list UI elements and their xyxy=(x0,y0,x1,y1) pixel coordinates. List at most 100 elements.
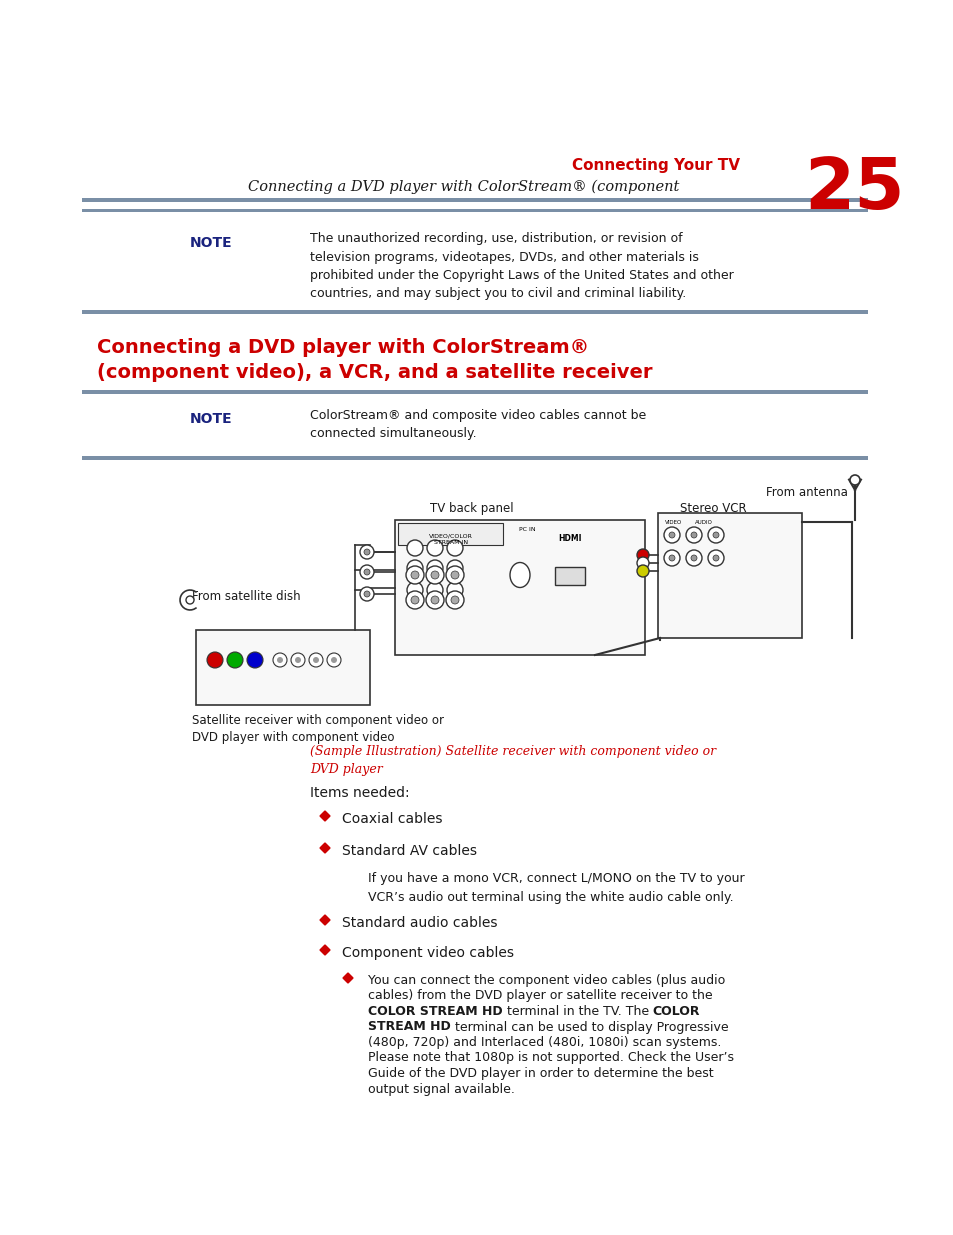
Polygon shape xyxy=(319,844,330,853)
Bar xyxy=(82,209,867,212)
Bar xyxy=(82,390,867,394)
Text: The unauthorized recording, use, distribution, or revision of
television program: The unauthorized recording, use, distrib… xyxy=(310,232,733,300)
Text: output signal available.: output signal available. xyxy=(368,1083,515,1095)
Text: Component video cables: Component video cables xyxy=(341,946,514,960)
Circle shape xyxy=(637,564,648,577)
Circle shape xyxy=(707,550,723,566)
Circle shape xyxy=(637,550,648,561)
Text: (component video), a VCR, and a satellite receiver: (component video), a VCR, and a satellit… xyxy=(97,363,652,382)
Circle shape xyxy=(407,582,422,598)
Text: Stereo VCR: Stereo VCR xyxy=(679,501,746,515)
Bar xyxy=(658,513,801,638)
Circle shape xyxy=(406,592,423,609)
Circle shape xyxy=(364,592,370,597)
Text: AUDIO: AUDIO xyxy=(695,520,712,525)
Circle shape xyxy=(447,559,462,576)
Circle shape xyxy=(426,592,443,609)
Circle shape xyxy=(431,571,438,579)
Text: terminal can be used to display Progressive: terminal can be used to display Progress… xyxy=(450,1020,727,1034)
Text: HDMI: HDMI xyxy=(558,534,581,543)
Circle shape xyxy=(291,653,305,667)
Text: Items needed:: Items needed: xyxy=(310,785,409,800)
Circle shape xyxy=(313,657,318,663)
Circle shape xyxy=(712,555,719,561)
Text: Standard audio cables: Standard audio cables xyxy=(341,916,497,930)
Circle shape xyxy=(431,597,438,604)
Text: Guide of the DVD player in order to determine the best: Guide of the DVD player in order to dete… xyxy=(368,1067,713,1079)
Circle shape xyxy=(327,653,340,667)
Circle shape xyxy=(668,555,675,561)
Text: COLOR: COLOR xyxy=(652,1005,700,1018)
Circle shape xyxy=(447,582,462,598)
Circle shape xyxy=(407,540,422,556)
Circle shape xyxy=(207,652,223,668)
Circle shape xyxy=(663,550,679,566)
Text: If you have a mono VCR, connect L/MONO on the TV to your
VCR’s audio out termina: If you have a mono VCR, connect L/MONO o… xyxy=(368,872,744,904)
Text: From satellite dish: From satellite dish xyxy=(192,590,300,603)
Bar xyxy=(555,567,584,585)
Circle shape xyxy=(451,597,458,604)
Circle shape xyxy=(707,527,723,543)
Text: COLOR STREAM HD: COLOR STREAM HD xyxy=(368,1005,502,1018)
Text: STREAM HD: STREAM HD xyxy=(368,1020,450,1034)
Circle shape xyxy=(294,657,301,663)
Text: NOTE: NOTE xyxy=(190,412,233,426)
Circle shape xyxy=(685,527,701,543)
Text: VIDEO: VIDEO xyxy=(664,520,681,525)
Circle shape xyxy=(427,540,442,556)
Text: TV back panel: TV back panel xyxy=(430,501,514,515)
Text: Please note that 1080p is not supported. Check the User’s: Please note that 1080p is not supported.… xyxy=(368,1051,733,1065)
Text: Connecting a DVD player with ColorStream®: Connecting a DVD player with ColorStream… xyxy=(97,338,589,357)
Bar xyxy=(82,456,867,459)
Circle shape xyxy=(411,597,418,604)
Circle shape xyxy=(364,550,370,555)
Circle shape xyxy=(668,532,675,538)
Circle shape xyxy=(446,566,463,584)
Text: NOTE: NOTE xyxy=(190,236,233,249)
Polygon shape xyxy=(343,973,353,983)
Text: VIDEO/COLOR
STREAM IN: VIDEO/COLOR STREAM IN xyxy=(429,534,473,545)
Circle shape xyxy=(309,653,323,667)
Circle shape xyxy=(451,571,458,579)
Bar xyxy=(395,520,644,655)
Circle shape xyxy=(247,652,263,668)
Text: cables) from the DVD player or satellite receiver to the: cables) from the DVD player or satellite… xyxy=(368,989,712,1003)
Text: From antenna: From antenna xyxy=(765,487,847,499)
Circle shape xyxy=(411,571,418,579)
Text: Coaxial cables: Coaxial cables xyxy=(341,811,442,826)
Circle shape xyxy=(690,532,697,538)
Circle shape xyxy=(359,545,374,559)
Circle shape xyxy=(447,540,462,556)
Circle shape xyxy=(685,550,701,566)
Circle shape xyxy=(406,566,423,584)
Circle shape xyxy=(690,555,697,561)
Bar xyxy=(82,198,867,203)
Circle shape xyxy=(427,582,442,598)
Circle shape xyxy=(407,559,422,576)
Circle shape xyxy=(637,557,648,569)
Circle shape xyxy=(427,559,442,576)
Circle shape xyxy=(712,532,719,538)
Text: Satellite receiver with component video or
DVD player with component video: Satellite receiver with component video … xyxy=(192,714,443,745)
Polygon shape xyxy=(319,811,330,821)
Circle shape xyxy=(446,592,463,609)
Polygon shape xyxy=(319,915,330,925)
Text: ColorStream® and composite video cables cannot be
connected simultaneously.: ColorStream® and composite video cables … xyxy=(310,409,645,441)
Circle shape xyxy=(663,527,679,543)
Text: 25: 25 xyxy=(803,156,904,224)
Circle shape xyxy=(227,652,243,668)
Bar xyxy=(195,630,370,705)
Circle shape xyxy=(276,657,283,663)
Text: Connecting Your TV: Connecting Your TV xyxy=(572,158,740,173)
Text: PC IN: PC IN xyxy=(518,527,535,532)
Circle shape xyxy=(331,657,336,663)
Circle shape xyxy=(186,597,193,604)
Ellipse shape xyxy=(510,562,530,588)
Circle shape xyxy=(364,569,370,576)
Circle shape xyxy=(426,566,443,584)
Circle shape xyxy=(849,475,859,485)
Text: Connecting a DVD player with ColorStream® (component: Connecting a DVD player with ColorStream… xyxy=(248,180,679,194)
Polygon shape xyxy=(319,945,330,955)
Circle shape xyxy=(359,564,374,579)
Text: (480p, 720p) and Interlaced (480i, 1080i) scan systems.: (480p, 720p) and Interlaced (480i, 1080i… xyxy=(368,1036,720,1049)
